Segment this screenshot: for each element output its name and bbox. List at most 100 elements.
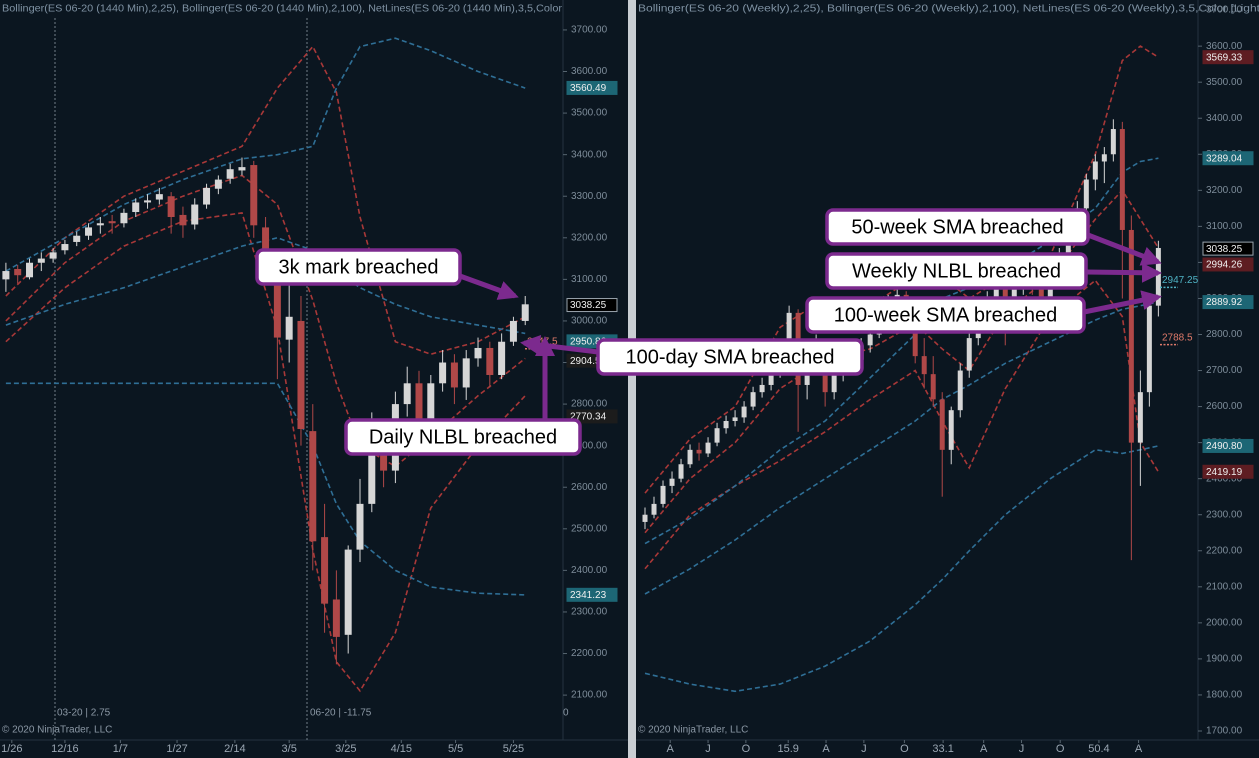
x-tick-label: O bbox=[900, 743, 909, 755]
y-tick-label: 2200.00 bbox=[1206, 545, 1243, 556]
candle-body bbox=[155, 194, 163, 200]
bollinger-band bbox=[644, 188, 1160, 534]
x-tick-label: A bbox=[822, 743, 830, 755]
x-tick-label: 2/14 bbox=[224, 743, 245, 755]
candle-body bbox=[368, 445, 376, 504]
candle-body bbox=[750, 392, 756, 407]
y-tick-label: 2500.00 bbox=[571, 523, 608, 534]
candle-body bbox=[214, 179, 222, 189]
candle-body bbox=[332, 599, 340, 637]
panel-divider bbox=[628, 0, 636, 758]
candle-body bbox=[450, 362, 458, 388]
y-tick-label: 3400.00 bbox=[571, 149, 608, 160]
candle-body bbox=[1119, 129, 1125, 230]
annotation-text: 50-week SMA breached bbox=[851, 216, 1063, 238]
candle-body bbox=[939, 399, 945, 450]
candle-body bbox=[309, 431, 317, 542]
candle-body bbox=[486, 347, 494, 375]
x-tick-label: O bbox=[742, 743, 751, 755]
candle-body bbox=[498, 341, 506, 375]
candle-body bbox=[1092, 161, 1098, 180]
candle-body bbox=[705, 442, 711, 454]
candle-body bbox=[108, 221, 116, 224]
y-tick-label: 2800.00 bbox=[1206, 329, 1243, 340]
candle-body bbox=[723, 421, 729, 429]
candle-body bbox=[26, 262, 34, 278]
candle-body bbox=[804, 366, 810, 385]
candle-body bbox=[831, 374, 837, 393]
candle-body bbox=[948, 410, 954, 450]
price-label-box bbox=[1202, 438, 1254, 453]
candle-body bbox=[344, 549, 352, 635]
candle-body bbox=[912, 312, 918, 357]
candle-body bbox=[238, 167, 246, 171]
price-label: 3038.25 bbox=[1206, 244, 1243, 255]
candle-body bbox=[380, 445, 388, 471]
annotation-box bbox=[825, 208, 1090, 246]
price-label: 3560.49 bbox=[570, 83, 607, 94]
candle-body bbox=[759, 384, 765, 393]
x-tick-label: 1/7 bbox=[113, 743, 128, 755]
candle-body bbox=[1146, 305, 1152, 393]
candle-body bbox=[167, 196, 175, 218]
candle-body bbox=[1128, 229, 1134, 443]
price-label-box bbox=[1202, 151, 1254, 166]
x-tick-label: 33.1 bbox=[932, 743, 953, 755]
y-tick-label: 3700.00 bbox=[571, 25, 608, 36]
price-label-box bbox=[1202, 50, 1254, 65]
candle-body bbox=[651, 503, 657, 515]
price-label-box bbox=[1202, 241, 1254, 256]
annotation-arrow bbox=[459, 273, 519, 300]
candle-body bbox=[474, 347, 482, 359]
x-tick-label: A bbox=[667, 743, 675, 755]
candle-body bbox=[73, 235, 81, 242]
price-label: 2950.86 bbox=[570, 337, 607, 348]
candle-body bbox=[191, 204, 199, 225]
plot-area bbox=[642, 45, 1161, 693]
annotation-arrow bbox=[1085, 262, 1162, 283]
candle-body bbox=[642, 514, 648, 522]
candle-body bbox=[2, 271, 10, 280]
x-tick-label: 5/25 bbox=[503, 743, 524, 755]
y-tick-label: 2100.00 bbox=[571, 690, 608, 701]
candle-body bbox=[786, 312, 792, 357]
price-label: 2904.54 bbox=[570, 356, 607, 367]
annotation-text: Weekly NLBL breached bbox=[852, 260, 1061, 282]
copyright: © 2020 NinjaTrader, LLC bbox=[2, 725, 112, 736]
x-tick-label: J bbox=[705, 743, 711, 755]
y-tick-label: 2400.00 bbox=[1206, 473, 1243, 484]
candle-body bbox=[993, 284, 999, 299]
y-tick-label: 1900.00 bbox=[1206, 654, 1243, 665]
candle-body bbox=[285, 316, 293, 340]
candle-body bbox=[714, 428, 720, 443]
y-tick-label: 2300.00 bbox=[1206, 509, 1243, 520]
y-tick-label: 2600.00 bbox=[1206, 401, 1243, 412]
price-label-box bbox=[1202, 464, 1254, 479]
annotation-text: 100-week SMA breached bbox=[834, 304, 1057, 326]
candle-body bbox=[867, 334, 873, 346]
y-tick-label: 2000.00 bbox=[1206, 617, 1243, 628]
x-tick-label: J bbox=[861, 743, 867, 755]
rollover-note: 03-20 | 2.75 bbox=[57, 708, 111, 719]
y-tick-label: 2300.00 bbox=[571, 607, 608, 618]
x-tick-label: A bbox=[980, 743, 988, 755]
candle-body bbox=[297, 320, 305, 430]
x-tick-label: 1/26 bbox=[1, 743, 22, 755]
annotation-arrow bbox=[520, 335, 599, 355]
candle-body bbox=[930, 374, 936, 400]
price-label: 3289.04 bbox=[1206, 153, 1243, 164]
candle-body bbox=[250, 165, 258, 226]
y-tick-label: 2700.00 bbox=[1206, 365, 1243, 376]
x-tick-label: 4/15 bbox=[391, 743, 412, 755]
x-tick-label: 15.9 bbox=[777, 743, 798, 755]
candle-body bbox=[96, 223, 104, 226]
annotation-text: 100-day SMA breached bbox=[625, 346, 834, 368]
x-tick-label: J bbox=[1019, 743, 1025, 755]
price-label-box bbox=[566, 587, 618, 602]
candle-body bbox=[509, 320, 517, 342]
y-tick-label: 3000.00 bbox=[571, 316, 608, 327]
candle-body bbox=[1110, 129, 1116, 155]
y-tick-label: 3100.00 bbox=[571, 274, 608, 285]
candle-body bbox=[49, 252, 57, 259]
